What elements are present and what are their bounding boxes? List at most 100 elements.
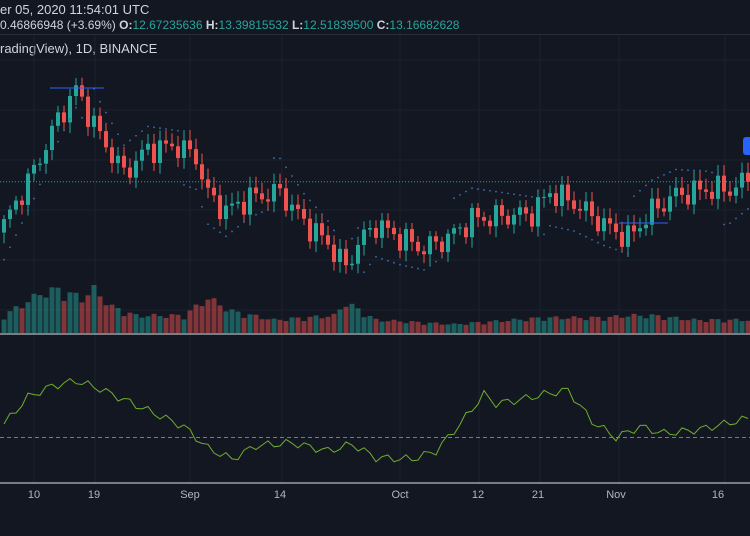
psar-dot [525, 195, 527, 197]
psar-dot [681, 168, 683, 171]
x-tick-label: 16 [711, 489, 725, 501]
volume-bar [193, 304, 199, 333]
volume-bar [1, 319, 7, 333]
volume-bar [121, 316, 127, 333]
volume-bar [463, 324, 469, 333]
psar-dot [117, 133, 119, 136]
volume-bar [319, 318, 325, 333]
psar-dot [381, 257, 383, 260]
psar-dot [657, 176, 659, 179]
candle-body [566, 184, 570, 201]
psar-dot [549, 224, 551, 227]
psar-dot [105, 111, 107, 114]
candle-body [50, 125, 54, 151]
volume-bar [715, 319, 721, 333]
psar-dot [357, 227, 359, 229]
psar-dot [345, 248, 347, 251]
candle-body [32, 164, 36, 174]
volume-bar [559, 319, 565, 333]
candle-body [122, 155, 126, 168]
volume-bar [721, 322, 727, 333]
volume-bar [697, 320, 703, 333]
volume-bar [187, 310, 193, 333]
volume-bar [115, 308, 121, 333]
candle-body [218, 195, 222, 220]
symbol-legend[interactable]: radingView), 1D, BINANCE [0, 41, 158, 56]
volume-bar [523, 321, 529, 333]
candle-body [176, 146, 180, 159]
psar-dot [459, 193, 461, 196]
psar-dot [723, 223, 725, 226]
candle-body [716, 175, 720, 199]
volume-bar [457, 324, 463, 333]
volume-bar [373, 318, 379, 333]
volume-bar [673, 316, 679, 333]
candle-body [356, 244, 360, 264]
psar-dot [501, 191, 503, 194]
psar-dot [687, 169, 689, 172]
volume-bar [301, 321, 307, 333]
volume-bar [613, 315, 619, 333]
psar-dot [369, 263, 371, 266]
candle-body [518, 207, 522, 215]
ohlc-readout: 0.46866948 (+3.69%) O:12.67235636 H:13.3… [0, 18, 459, 32]
x-tick-label: 19 [87, 489, 101, 501]
candle-body [92, 115, 96, 127]
psar-dot [327, 220, 329, 222]
candle-body [596, 216, 600, 232]
psar-dot [207, 223, 209, 226]
volume-bar [511, 318, 517, 333]
psar-dot [489, 189, 491, 192]
volume-bar [289, 317, 295, 333]
psar-dot [99, 100, 101, 103]
candle-body [164, 140, 168, 144]
psar-dot [543, 233, 545, 236]
psar-dot [309, 199, 311, 202]
candle-body [398, 234, 402, 251]
psar-dot [693, 169, 695, 172]
psar-dot [513, 193, 515, 196]
psar-dot [669, 171, 671, 174]
open-label: O: [119, 18, 133, 32]
candle-body [554, 193, 558, 206]
volume-bar [427, 322, 433, 333]
volume-bar [649, 314, 655, 333]
volume-bar [703, 322, 709, 333]
candle-body [314, 223, 318, 242]
candle-body [320, 223, 324, 236]
candle-body [326, 235, 330, 245]
volume-bar [529, 317, 535, 333]
candle-body [368, 228, 372, 230]
volume-bar [61, 300, 67, 333]
volume-bar [37, 295, 43, 333]
volume-bar [691, 318, 697, 333]
candle-body [620, 231, 624, 247]
volume-bar [13, 306, 19, 333]
candle-body [686, 194, 690, 205]
open-value: 12.67235636 [132, 18, 203, 32]
candle-body [254, 187, 258, 194]
volume-bar [235, 311, 241, 333]
volume-bar [79, 302, 85, 333]
candle-body [350, 263, 354, 266]
volume-bar [403, 323, 409, 333]
volume-bar [265, 319, 271, 333]
candle-body [332, 244, 336, 262]
volume-bar [709, 318, 715, 333]
psar-dot [603, 244, 605, 247]
candle-body [44, 150, 48, 164]
psar-dot [279, 157, 281, 160]
candle-body [392, 227, 396, 235]
psar-dot [195, 188, 197, 191]
psar-dot [555, 226, 557, 228]
volume-bar [241, 317, 247, 333]
psar-dot [621, 250, 623, 253]
psar-dot [21, 222, 23, 224]
candle-body [608, 218, 612, 224]
x-tick-label: Nov [606, 489, 626, 501]
psar-dot [51, 154, 53, 157]
psar-dot [255, 213, 257, 216]
volume-bar [205, 299, 211, 333]
volume-bar [589, 316, 595, 333]
